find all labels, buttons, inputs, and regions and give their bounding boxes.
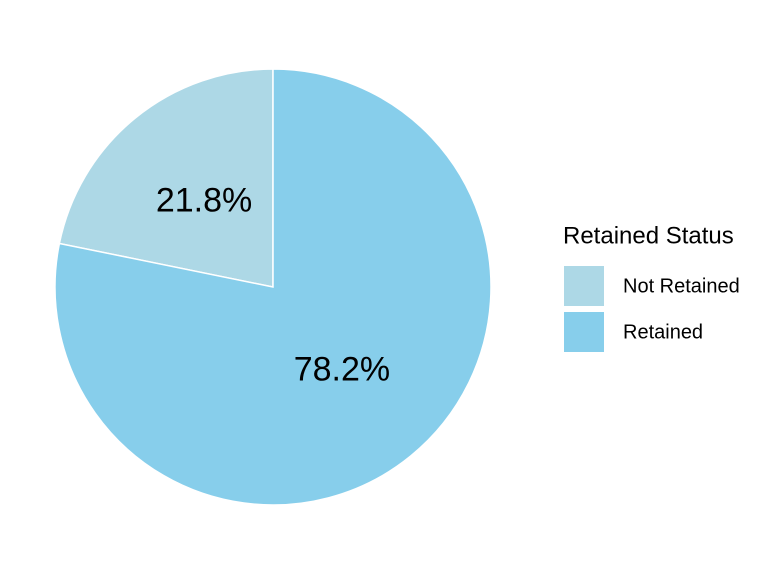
legend-title: Retained Status	[563, 222, 734, 249]
legend-label: Retained	[623, 321, 703, 343]
pie-slice	[58, 68, 274, 288]
legend-key	[564, 312, 604, 352]
slice-label: 21.8%	[156, 182, 252, 220]
legend-key	[564, 266, 604, 306]
pie-slice	[54, 68, 492, 506]
pie: 21.8% 78.2%	[54, 68, 492, 506]
slice-label: 78.2%	[294, 350, 390, 388]
legend-label: Not Retained	[623, 275, 740, 297]
legend: Retained Status Not Retained Retained	[563, 222, 740, 352]
